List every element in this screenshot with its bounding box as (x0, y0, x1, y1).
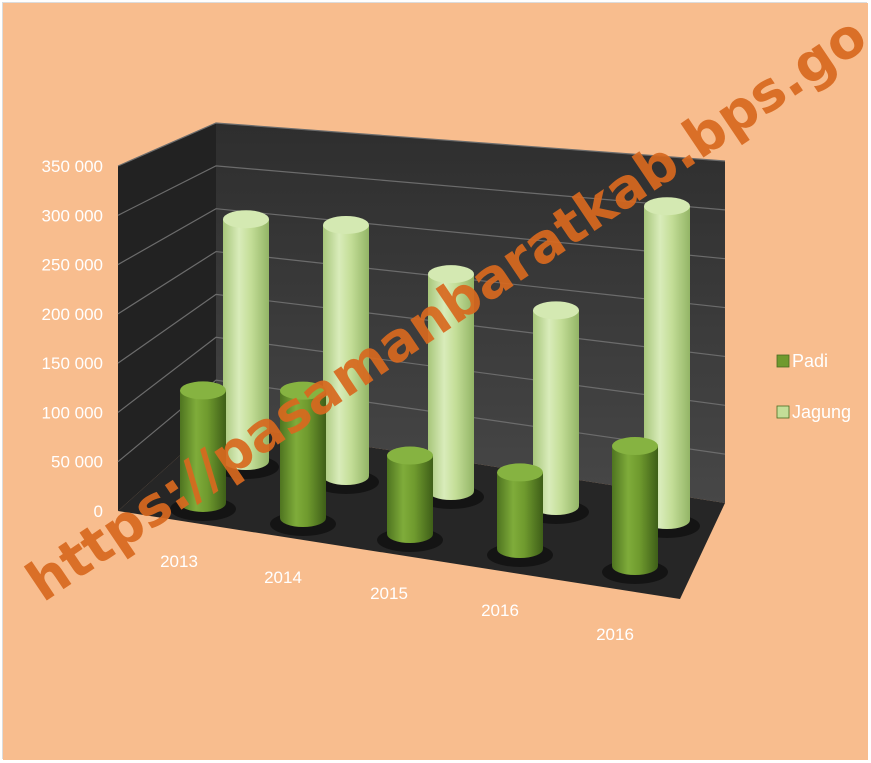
cylinder-top (223, 210, 269, 229)
bar-padi (602, 437, 668, 584)
gridline (117, 250, 726, 315)
cylinder-top (497, 463, 543, 482)
bar-jagung (418, 265, 484, 509)
cylinder-body (223, 219, 269, 470)
bar-jagung (213, 210, 279, 479)
gridline (117, 122, 726, 167)
data-series (170, 197, 700, 584)
cylinder-body (280, 390, 326, 527)
x-category-label: 2013 (160, 552, 198, 571)
x-category-label: 2015 (370, 584, 408, 603)
bar-padi (270, 381, 336, 536)
x-category-label: 2016 (481, 601, 519, 620)
bar-padi (170, 381, 236, 521)
gridline (117, 165, 726, 216)
cylinder-body (387, 455, 433, 543)
x-axis-categories: 2013 2014 2015 2016 2016 (160, 552, 634, 644)
cylinder-body (497, 472, 543, 558)
legend-label: Jagung (792, 402, 851, 422)
cylinder-body (612, 446, 658, 575)
cylinder-top (280, 381, 326, 400)
cylinder-top (323, 215, 369, 234)
legend-label: Padi (792, 351, 828, 371)
y-tick-label: 50 000 (51, 453, 103, 472)
cylinder-top (180, 381, 226, 400)
legend-swatch (776, 405, 790, 419)
y-axis-ticks: 0 50 000 100 000 150 000 200 000 250 000 300 0… (42, 157, 103, 521)
legend: Padi Jagung (776, 351, 851, 422)
cylinder-body (323, 224, 369, 486)
cylinder-body (428, 274, 474, 500)
y-tick-label: 250 000 (42, 256, 103, 275)
cylinder-body (180, 390, 226, 512)
gridline (117, 208, 726, 266)
y-tick-label: 200 000 (42, 305, 103, 324)
y-tick-label: 350 000 (42, 157, 103, 176)
cylinder-top (428, 265, 474, 284)
cylinder-top (644, 197, 690, 216)
y-tick-label: 100 000 (42, 403, 103, 422)
legend-swatch (776, 354, 790, 368)
cylinder-top (387, 446, 433, 465)
y-tick-label: 0 (94, 502, 103, 521)
x-category-label: 2016 (596, 625, 634, 644)
bar-jagung (313, 215, 379, 494)
bar-padi (487, 463, 553, 567)
y-tick-label: 300 000 (42, 206, 103, 225)
cylinder-top (612, 437, 658, 456)
cylinder-top (533, 301, 579, 320)
bar-padi (377, 446, 443, 552)
x-category-label: 2014 (264, 568, 302, 587)
cylinder-body (533, 310, 579, 515)
chart-canvas: 0 50 000 100 000 150 000 200 000 250 000 300 0… (3, 3, 868, 760)
y-tick-label: 150 000 (42, 354, 103, 373)
